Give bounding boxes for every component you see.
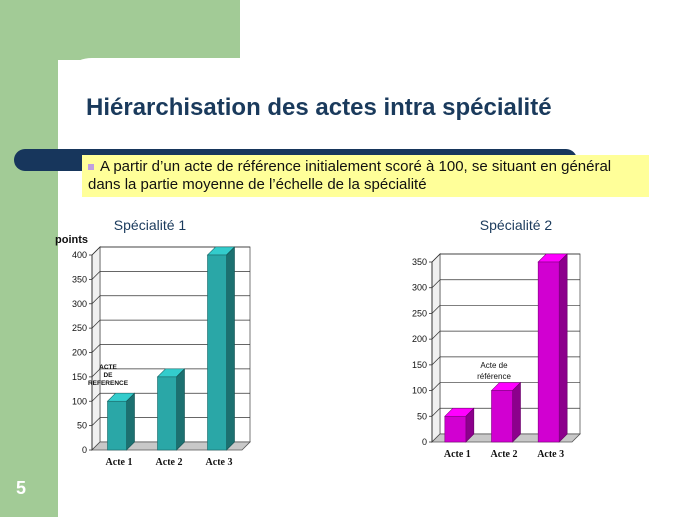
gridline-side [91,368,101,378]
gridline-side [91,271,101,280]
y-tick-label: 150 [72,372,87,382]
y-tick-label: 350 [412,257,427,267]
chart-title: Spécialité 2 [480,217,553,233]
annotation-line: REFERENCE [88,380,129,387]
page-number: 5 [16,478,27,498]
annotation-line: ACTE [99,364,117,371]
y-tick-label: 0 [422,437,427,447]
y-tick-label: 250 [412,308,427,318]
gridline-side [431,408,441,417]
plot-side-wall [431,253,441,443]
gridline-side [91,295,101,304]
bar-side [512,381,521,443]
y-tick-label: 400 [72,250,87,260]
x-tick-label: Acte 3 [537,449,564,460]
gridline-side [431,253,441,263]
gridline-side [431,279,441,288]
y-tick-label: 300 [412,283,427,293]
annotation-line: Acte de [480,361,508,370]
bar [537,261,560,443]
gridline-side [431,382,441,391]
y-tick-label: 0 [82,445,87,455]
bar [107,400,127,451]
x-tick-label: Acte 2 [156,457,183,468]
annotation-line: DE [103,372,113,379]
bar [444,415,467,443]
gridline-side [431,356,441,366]
chart-title: Spécialité 1 [114,217,187,233]
bar [491,390,513,443]
gridline-side [91,246,101,256]
bar [157,376,177,451]
slide-title: Hiérarchisation des actes intra spéciali… [86,94,552,121]
bar-side [126,392,135,451]
x-tick-label: Acte 3 [206,457,233,468]
y-tick-label: 150 [412,360,427,370]
y-tick-label: 50 [77,421,87,431]
gridline-side [431,305,441,314]
bullet-box: A partir d’un acte de référence initiale… [82,155,649,197]
chart-specialite-2: Spécialité 2 0 50 100 150 200 250 300 350 Acte 1 A… [412,217,581,460]
y-tick-label: 200 [412,334,427,344]
bar-side [176,368,185,451]
y-tick-label: 100 [412,386,427,396]
gridline-side [91,319,101,329]
bar-side [558,253,568,443]
gridline-side [431,330,441,340]
y-tick-label: 200 [72,348,87,358]
y-tick-label: 350 [72,274,87,284]
gridline-side [91,393,101,402]
x-tick-label: Acte 1 [106,457,133,468]
gridline-side [91,344,101,353]
y-tick-label: 300 [72,299,87,309]
bar-side [226,246,235,451]
annotation-line: référence [477,372,511,381]
green-band-left [0,0,58,517]
y-tick-label: 50 [417,411,427,421]
x-tick-label: Acte 2 [491,449,518,460]
y-tick-label: 250 [72,323,87,333]
bullet-icon [88,164,94,171]
bullet-text: A partir d’un acte de référence initiale… [88,158,612,193]
bar [207,254,227,451]
x-tick-label: Acte 1 [444,449,471,460]
y-tick-label: 100 [72,396,87,406]
gridline-side [91,417,101,426]
y-axis-label: points [55,234,88,246]
chart-specialite-1: Spécialité 1 points 0 50 100 150 200 250 300 350 4… [55,217,251,468]
